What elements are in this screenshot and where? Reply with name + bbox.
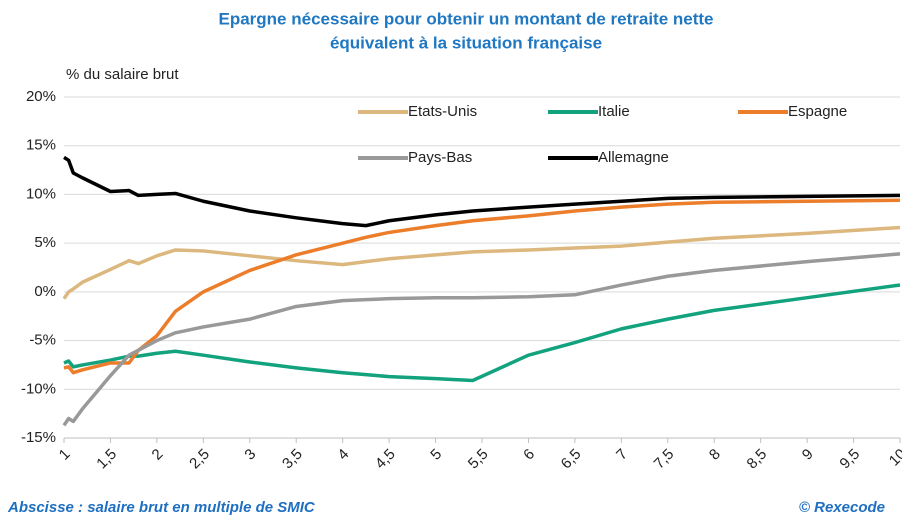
x-tick-label: 5,5 xyxy=(465,446,492,473)
x-tick-label: 8 xyxy=(706,446,724,464)
source: © Rexecode xyxy=(799,499,885,516)
x-tick-label: 2,5 xyxy=(186,446,213,473)
series-line xyxy=(62,252,901,427)
x-tick-label: 10 xyxy=(886,446,902,470)
series-line xyxy=(63,198,901,375)
x-tick-label: 9 xyxy=(799,446,817,464)
x-tick-label: 7 xyxy=(613,446,631,464)
y-axis-label: % du salaire brut xyxy=(66,66,179,83)
y-tick-label: 0% xyxy=(34,283,56,300)
series-line xyxy=(63,155,901,228)
y-tick-label: 10% xyxy=(26,185,56,202)
x-tick-label: 2 xyxy=(149,446,167,464)
x-tick-label: 3,5 xyxy=(279,446,306,473)
y-tick-label: 15% xyxy=(26,137,56,154)
series-line xyxy=(63,283,901,383)
x-axis-label: Abscisse : salaire brut en multiple de S… xyxy=(7,499,316,516)
x-tick-label: 5 xyxy=(427,446,445,464)
legend-label: Pays-Bas xyxy=(408,149,472,166)
legend-label: Etats-Unis xyxy=(408,103,477,120)
y-tick-label: 5% xyxy=(34,234,56,251)
x-tick-label: 1 xyxy=(56,446,74,464)
x-tick-label: 4 xyxy=(334,446,352,464)
x-tick-label: 3 xyxy=(241,446,259,464)
y-tick-label: 20% xyxy=(26,88,56,105)
x-tick-label: 6,5 xyxy=(558,446,585,473)
legend-label: Allemagne xyxy=(598,149,669,166)
y-tick-label: -10% xyxy=(21,380,56,397)
y-tick-label: -15% xyxy=(21,429,56,446)
chart-subtitle: équivalent à la situation française xyxy=(330,33,602,52)
legend-label: Italie xyxy=(598,103,630,120)
x-tick-label: 1,5 xyxy=(93,446,120,473)
legend-label: Espagne xyxy=(788,103,847,120)
x-tick-label: 6 xyxy=(520,446,538,464)
y-tick-label: -5% xyxy=(29,332,56,349)
x-tick-label: 9,5 xyxy=(836,446,863,473)
x-tick-label: 7,5 xyxy=(651,446,678,473)
x-tick-label: 8,5 xyxy=(744,446,771,473)
series-line xyxy=(62,225,901,300)
chart-title: Epargne nécessaire pour obtenir un monta… xyxy=(219,9,714,28)
x-tick-label: 4,5 xyxy=(372,446,399,473)
